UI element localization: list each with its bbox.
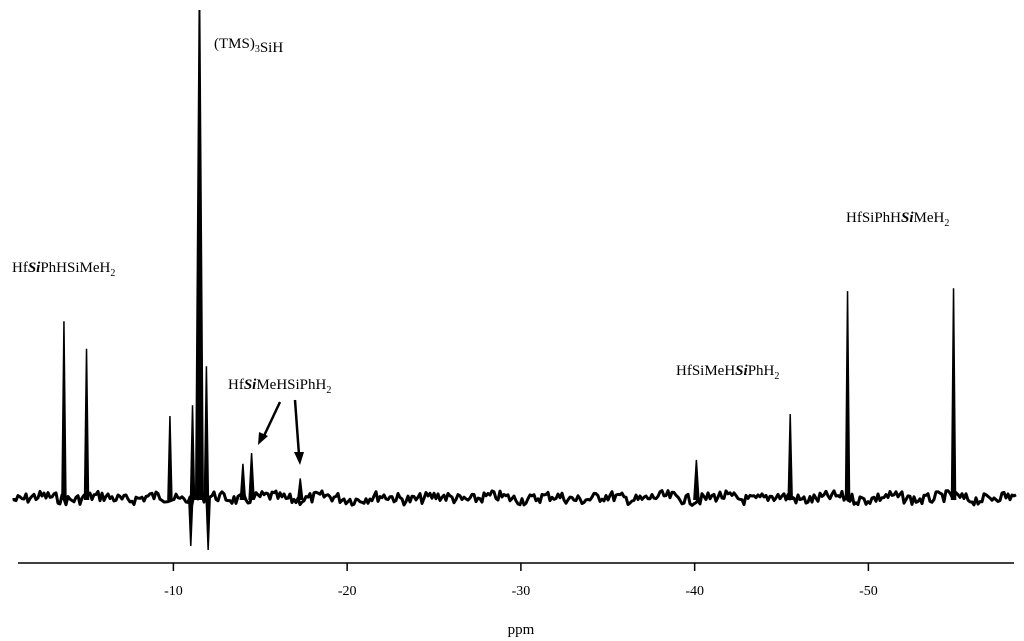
x-tick-label: -50 [859, 584, 878, 599]
spectrum-negative-peak [205, 497, 211, 551]
spectrum-peak [248, 453, 255, 501]
spectrum-peak [83, 348, 90, 501]
spectrum-peak [693, 459, 700, 501]
x-tick-label: -40 [685, 584, 704, 599]
spectrum-peak [296, 478, 304, 501]
annotation-hf-si-me: HfSiMeHSiPhH2 [228, 377, 331, 396]
annotation-hf-sime-si: HfSiMeHSiPhH2 [676, 363, 779, 382]
spectrum-peak [787, 414, 793, 501]
annotation-hf-siph-si: HfSiPhHSiMeH2 [846, 210, 949, 229]
x-axis-ticks: -10 -20 -30 -40 -50 [164, 563, 878, 599]
spectrum-peak [203, 366, 210, 501]
arrow-shaft-right [293, 399, 301, 456]
x-tick-label: -10 [164, 584, 183, 599]
spectrum-peak [950, 288, 957, 501]
x-tick-label: -30 [512, 584, 531, 599]
arrow-shaft-left [261, 401, 282, 439]
spectrum-peak [189, 405, 196, 501]
spectrum-peak [167, 415, 173, 501]
spectrum-peak [194, 9, 204, 501]
spectrum-peak [239, 463, 247, 501]
annotation-hf-si-ph: HfSiPhHSiMeH2 [12, 260, 115, 279]
spectrum-peaks [61, 9, 957, 551]
spectrum-baseline-noise [12, 489, 1017, 507]
annotation-tms: (TMS)3SiH [214, 36, 283, 56]
arrowhead-left [258, 432, 268, 445]
spectrum-peak [61, 321, 67, 501]
arrowhead-right [294, 452, 304, 465]
spectrum-negative-peak [188, 497, 194, 547]
peak-annotations: (TMS)3SiH HfSiPhHSiMeH2 HfSiMeHSiPhH2 HfSiM… [12, 36, 949, 396]
x-axis-title: ppm [508, 622, 535, 638]
x-tick-label: -20 [338, 584, 357, 599]
annotation-arrows [258, 399, 304, 465]
spectrum-peak [844, 291, 851, 501]
